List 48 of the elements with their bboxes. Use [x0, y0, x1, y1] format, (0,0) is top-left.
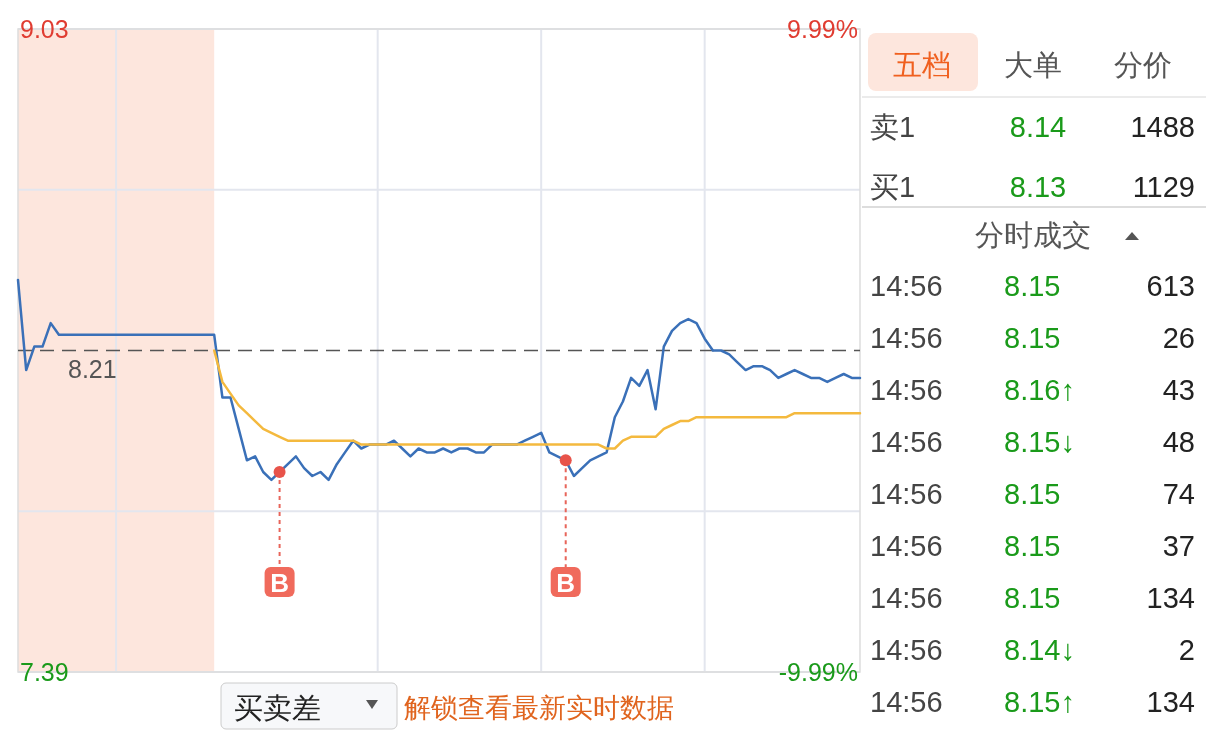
text: 2 [1178, 634, 1195, 666]
text: 买1 [870, 171, 916, 203]
text: 74 [1162, 478, 1195, 510]
line-series [212, 349, 862, 450]
y-tick-label: 7.39 [20, 658, 69, 686]
text: 8.14↓ [1004, 634, 1075, 666]
text: 五档 [893, 49, 951, 81]
text: 1488 [1130, 111, 1195, 143]
y2-tick-label: -9.99% [778, 658, 858, 686]
text: 大单 [1004, 49, 1062, 81]
y2-tick-label: 9.99% [787, 15, 858, 43]
text: 14:56 [870, 478, 943, 510]
text: 8.15 [1004, 322, 1061, 354]
text: 8.13 [1009, 171, 1067, 203]
text: 48 [1162, 426, 1195, 458]
text: 8.15 [1004, 270, 1061, 302]
text: 解锁查看最新实时数据 [404, 693, 674, 723]
y-tick-label: 9.03 [20, 15, 69, 43]
data-label: B [556, 567, 576, 598]
text: 14:56 [870, 686, 943, 718]
text: 14:56 [870, 374, 943, 406]
line-series [16, 278, 862, 482]
text: 分时成交 [975, 219, 1091, 251]
text: 8.15↓ [1004, 426, 1075, 458]
text: 37 [1162, 530, 1195, 562]
text: 14:56 [870, 582, 943, 614]
data-label: B [270, 567, 289, 598]
text: 43 [1162, 374, 1195, 406]
text: 14:56 [870, 530, 943, 562]
text: 26 [1162, 322, 1195, 354]
text: 8.15↑ [1004, 686, 1075, 718]
text: 14:56 [870, 634, 943, 666]
text: 14:56 [870, 426, 943, 458]
text: 134 [1146, 582, 1195, 614]
text: 134 [1146, 686, 1195, 718]
text: 1129 [1132, 171, 1195, 203]
text: 8.14 [1009, 111, 1067, 143]
text: 14:56 [870, 270, 943, 302]
text: 买卖差 [234, 692, 321, 724]
text: 613 [1146, 270, 1195, 302]
text: 8.16↑ [1004, 374, 1075, 406]
text: 分价 [1114, 49, 1172, 81]
text: 14:56 [870, 322, 943, 354]
ref-line-label: 8.21 [68, 354, 117, 383]
text: 卖1 [870, 111, 916, 143]
text: 8.15 [1004, 582, 1061, 614]
text: 8.15 [1004, 478, 1061, 510]
text: 8.15 [1004, 530, 1061, 562]
